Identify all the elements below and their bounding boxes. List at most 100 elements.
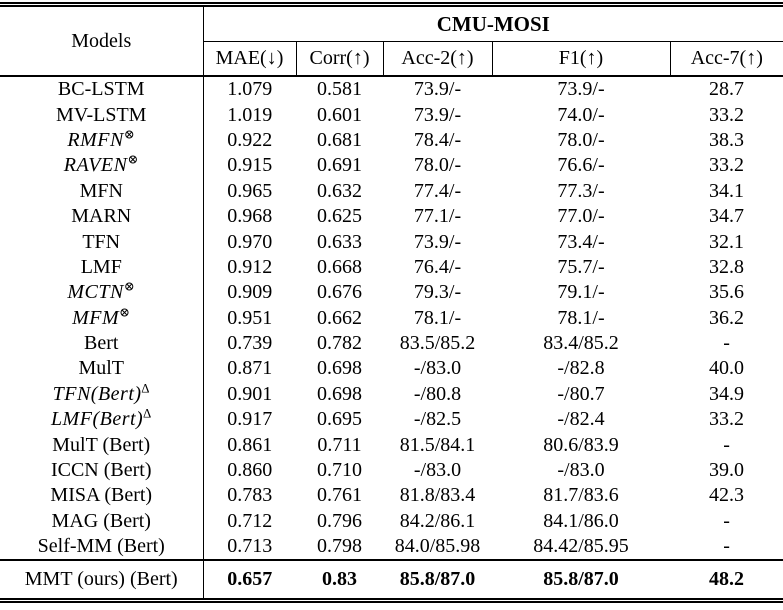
table-row: RAVEN⊗ 0.915 0.691 78.0/- 76.6/- 33.2 [0,152,783,179]
metric-value-cell: 83.5/85.2 [399,332,476,355]
table-row: Bert 0.739 0.782 83.5/85.2 83.4/85.2 - [0,330,783,357]
metric-value-cell: 1.079 [227,78,273,101]
metric-value-cell: 0.662 [317,306,362,329]
metric-value-cell: 83.4/85.2 [543,332,619,355]
metric-header-row: MAE(↓) Corr(↑) Acc-2(↑) F1(↑) Acc-7(↑) [0,41,783,77]
model-name-cell: RAVEN⊗ [0,152,204,179]
metric-value-cell: 0.871 [227,357,273,380]
metric-value-cell: 33.2 [709,103,745,126]
metric-value-cell: 73.9/- [413,103,462,126]
model-name-cell: RMFN⊗ [0,127,204,154]
metric-value-cell: 0.581 [317,78,362,101]
table-row: MARN 0.968 0.625 77.1/- 77.0/- 34.7 [0,203,783,230]
table-row: Self-MM (Bert) 0.713 0.798 84.0/85.98 84.42/… [0,534,783,561]
table-header: Models CMU-MOSI MAE(↓) Corr(↑) Acc-2(↑) F1(… [0,4,783,77]
table-row: RMFN⊗ 0.922 0.681 78.4/- 78.0/- 38.3 [0,127,783,154]
metric-value-cell: 0.909 [227,281,273,304]
metric-value-cell: 34.7 [709,205,745,228]
table-row-ours: MMT (ours) (Bert) 0.657 0.83 85.8/87.0 85.8/… [0,559,783,601]
metric-value-cell: 0.601 [317,103,362,126]
metric-value-cell: 0.901 [227,382,273,405]
model-name-cell: MFM⊗ [0,305,204,331]
metric-value-cell: 85.8/87.0 [492,559,670,601]
table-row: TFN(Bert)∆ 0.901 0.698 -/80.8 -/80.7 34.9 [0,381,783,408]
metric-value-cell: 0.861 [227,433,273,456]
metric-value-cell: 0.761 [317,484,362,507]
metric-column-header: Corr(↑) [295,41,383,77]
metric-value-cell: 0.632 [317,179,362,202]
table-row: BC-LSTM 1.079 0.581 73.9/- 73.9/- 28.7 [0,76,783,103]
metric-value-cell: 73.9/- [413,78,462,101]
metric-value-cell: - [723,509,730,532]
model-name-cell: MFN [0,178,204,204]
metric-value-cell: 0.710 [317,459,362,482]
metric-value-cell: 81.5/84.1 [399,433,476,456]
model-name-cell: BC-LSTM [0,76,204,103]
metric-value-cell: 0.713 [227,535,273,558]
metric-value-cell: 84.0/85.98 [394,535,481,558]
metric-value-cell: 0.633 [317,230,362,253]
metric-value-cell: 75.7/- [557,255,605,278]
metric-value-cell: 81.7/83.6 [543,484,619,507]
metric-value-cell: -/82.8 [557,357,605,380]
table-body: BC-LSTM 1.079 0.581 73.9/- 73.9/- 28.7 MV-LSTM… [0,76,783,601]
metric-value-cell: -/83.0 [557,459,605,482]
metric-column-header: Acc-7(↑) [669,41,783,77]
metric-value-cell: - [723,535,730,558]
metric-column-header: MAE(↓) [202,41,296,77]
dataset-title: CMU-MOSI [203,4,783,42]
metric-value-cell: -/83.0 [413,357,462,380]
metric-value-cell: - [723,332,730,355]
metric-value-cell: 79.1/- [557,281,605,304]
metric-value-cell: 0.83 [296,559,383,601]
metric-value-cell: 32.1 [709,230,745,253]
model-name-cell: LMF [0,254,204,281]
metric-value-cell: 32.8 [709,255,745,278]
metric-value-cell: 40.0 [709,357,745,380]
model-name-cell: MCTN⊗ [0,279,204,306]
metric-value-cell: 77.1/- [413,205,462,228]
metric-value-cell: 0.712 [227,509,273,532]
metric-value-cell: 39.0 [709,459,745,482]
metric-value-cell: 42.3 [709,484,745,507]
metric-value-cell: 78.0/- [557,128,605,151]
metric-value-cell: 28.7 [709,78,745,101]
model-name-cell: MARN [0,203,204,230]
metric-value-cell: 0.676 [317,281,362,304]
metric-column-header: F1(↑) [491,41,670,77]
metric-value-cell: 0.711 [317,433,362,456]
metric-column-header: Acc-2(↑) [382,41,492,77]
metric-value-cell: 33.2 [709,408,745,431]
metric-value-cell: 80.6/83.9 [543,433,619,456]
model-name-cell: MulT [0,356,204,382]
metric-value-cell: -/80.8 [413,382,462,405]
model-superscript: ⊗ [123,279,136,294]
metric-value-cell: 0.970 [227,230,273,253]
model-superscript: ∆ [143,406,152,421]
table-row: LMF 0.912 0.668 76.4/- 75.7/- 32.8 [0,254,783,281]
model-superscript: ⊗ [119,305,131,320]
metric-value-cell: 38.3 [709,128,745,151]
metric-value-cell: 1.019 [227,103,273,126]
model-name-cell: MulT (Bert) [0,432,204,458]
model-superscript: ⊗ [127,152,139,167]
metric-value-cell: 0.783 [227,484,273,507]
metric-value-cell: 0.860 [227,459,273,482]
metric-value-cell: 0.965 [227,179,273,202]
metric-value-cell: 85.8/87.0 [383,559,492,601]
metric-value-cell: 0.691 [317,154,362,177]
table-row: MV-LSTM 1.019 0.601 73.9/- 74.0/- 33.2 [0,102,783,128]
metric-value-cell: 78.1/- [557,306,605,329]
model-name-cell: TFN [0,229,204,255]
metric-value-cell: 0.698 [317,357,362,380]
metric-value-cell: 77.0/- [557,205,605,228]
model-superscript: ∆ [141,381,150,396]
model-name-cell: Self-MM (Bert) [0,534,204,561]
metric-value-cell: 73.4/- [557,230,605,253]
metric-value-cell: 78.0/- [413,154,462,177]
metric-value-cell: 0.917 [227,408,273,431]
metric-value-cell: 78.4/- [413,128,462,151]
metric-value-cell: 0.912 [227,255,273,278]
metric-value-cell: 0.657 [203,559,296,601]
